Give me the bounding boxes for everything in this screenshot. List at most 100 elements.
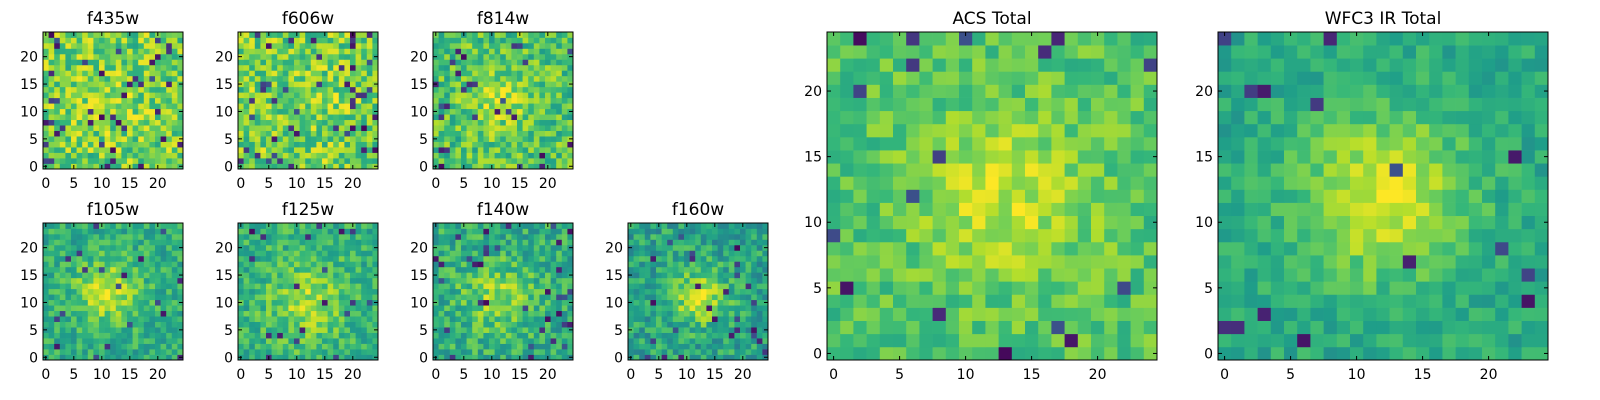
heatmap-cell (667, 349, 674, 355)
heatmap-cell (639, 288, 646, 295)
heatmap-cell (299, 32, 306, 38)
heatmap-cell (299, 130, 306, 137)
y-tick-label: 15 (605, 268, 623, 284)
heatmap-cell (517, 310, 523, 317)
heatmap-cell (54, 244, 61, 251)
heatmap-cell (533, 158, 540, 164)
heatmap-cell (644, 338, 651, 344)
heatmap-cell (59, 244, 66, 251)
heatmap-cell (561, 81, 568, 88)
heatmap-cell (350, 343, 356, 350)
heatmap-cell (684, 277, 690, 284)
heatmap-cell (734, 228, 741, 235)
heatmap-cell (539, 59, 546, 66)
heatmap-cell (919, 228, 933, 243)
heatmap-cell (919, 215, 933, 230)
heatmap-cell (672, 310, 679, 317)
heatmap-cell (449, 316, 456, 322)
heatmap-cell (59, 239, 66, 246)
heatmap-cell (132, 338, 139, 344)
heatmap-cell (344, 343, 351, 350)
heatmap-cell (71, 349, 77, 355)
heatmap-cell (271, 244, 278, 251)
heatmap-cell (505, 108, 512, 115)
heatmap-cell (110, 266, 117, 273)
heatmap-cell (533, 81, 540, 88)
heatmap-cell (483, 53, 490, 60)
heatmap-cell (65, 316, 72, 322)
heatmap-cell (433, 316, 439, 322)
heatmap-cell (344, 48, 351, 55)
heatmap-cell (1077, 346, 1092, 361)
heatmap-cell (932, 228, 947, 243)
heatmap-cell (76, 119, 83, 126)
heatmap-cell (545, 119, 551, 126)
heatmap-cell (717, 338, 724, 344)
heatmap-cell (166, 239, 173, 246)
heatmap-cell (99, 147, 105, 153)
heatmap-cell (277, 97, 284, 104)
heatmap-cell (93, 86, 100, 93)
heatmap-cell (43, 261, 49, 268)
heatmap-cell (299, 64, 306, 71)
heatmap-cell (455, 321, 462, 328)
heatmap-cell (449, 119, 456, 126)
heatmap-cell (254, 114, 261, 121)
heatmap-cell (433, 321, 439, 328)
heatmap-cell (43, 294, 49, 301)
heatmap-cell (1091, 215, 1105, 230)
heatmap-cell (282, 255, 289, 262)
heatmap-cell (650, 261, 657, 268)
heatmap-cell (177, 228, 184, 235)
heatmap-cell (433, 114, 439, 121)
heatmap-cell (672, 244, 679, 251)
heatmap-cell (556, 86, 563, 93)
heatmap-cell (99, 42, 105, 49)
heatmap-cell (155, 327, 161, 333)
heatmap-cell (316, 125, 323, 131)
heatmap-cell (678, 349, 685, 355)
heatmap-cell (1143, 189, 1158, 203)
heatmap-cell (350, 316, 356, 322)
heatmap-cell (99, 86, 105, 93)
heatmap-cell (327, 92, 334, 99)
heatmap-cell (853, 346, 867, 361)
x-tick-label: 0 (626, 367, 635, 383)
heatmap-cell (433, 228, 439, 235)
heatmap-cell (734, 239, 741, 246)
heatmap-cell (449, 130, 456, 137)
x-tick-label: 20 (149, 367, 167, 383)
heatmap-cell (65, 277, 72, 284)
heatmap-cell (366, 125, 373, 131)
heatmap-cell (266, 294, 272, 301)
heatmap-cell (322, 305, 328, 312)
heatmap-cell (305, 343, 312, 350)
heatmap-cell (539, 277, 546, 284)
heatmap-cell (717, 261, 724, 268)
heatmap-cell (366, 250, 373, 257)
heatmap-cell (238, 114, 244, 121)
heatmap-cell (517, 272, 523, 279)
heatmap-cell (438, 250, 445, 257)
heatmap-cell (449, 53, 456, 60)
heatmap-cell (93, 343, 100, 350)
heatmap-cell (483, 75, 490, 82)
heatmap-cell (143, 152, 150, 159)
heatmap-cell (695, 272, 702, 279)
x-tick-label: 20 (539, 367, 557, 383)
heatmap-cell (166, 108, 173, 115)
heatmap-cell (277, 305, 284, 312)
heatmap-cell (143, 158, 150, 164)
heatmap-cell (494, 283, 501, 290)
heatmap-cell (82, 332, 89, 339)
heatmap-cell (355, 294, 362, 301)
heatmap-cell (115, 266, 122, 273)
heatmap-cell (533, 163, 540, 170)
heatmap-cell (266, 349, 272, 355)
heatmap-cell (149, 283, 156, 290)
heatmap-cell (1117, 268, 1131, 282)
heatmap-cell (466, 272, 473, 279)
heatmap-cell (461, 42, 467, 49)
heatmap-cell (160, 332, 167, 339)
heatmap-cell (322, 239, 328, 246)
